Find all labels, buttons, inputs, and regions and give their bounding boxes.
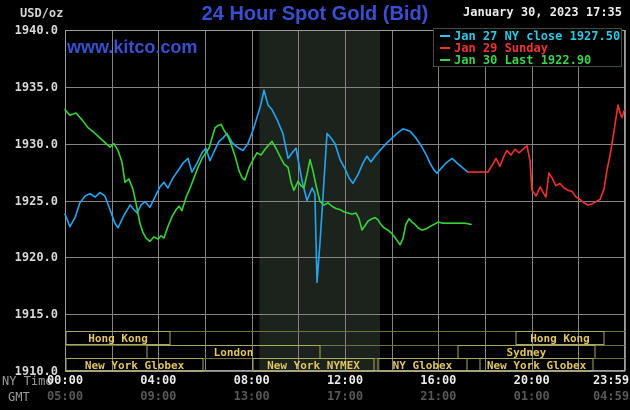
legend-item-label: Jan 30 Last 1922.90 [454, 53, 592, 67]
session-box-hong-kong [65, 331, 171, 346]
datetime-label: January 30, 2023 17:35 [463, 5, 622, 19]
x-tick-gmt: 13:00 [233, 389, 270, 403]
legend-dash-icon [440, 35, 450, 37]
y-tick-label: 1915.0 [14, 307, 58, 322]
x-tick-gmt: 21:00 [420, 389, 457, 403]
session-label: New York Globex [85, 359, 185, 372]
y-tick-label: 1910.0 [14, 364, 58, 378]
x-tick-ny-time: 12:00 [326, 373, 364, 387]
y-axis-unit-label: USD/oz [20, 6, 64, 20]
chart-legend: Jan 27 NY close 1927.50 Jan 29 Sunday Ja… [433, 28, 622, 67]
y-tick-label: 1940.0 [14, 23, 58, 37]
plot-border [65, 30, 625, 371]
legend-dash-icon [440, 59, 450, 61]
session-label: Sydney [507, 346, 547, 359]
session-box-new-york-nymex [252, 358, 375, 373]
legend-item-label: Jan 29 Sunday [454, 41, 548, 55]
price-series-jan-27-ny-close-1927.50 [64, 89, 469, 284]
x-tick-ny-time: 16:00 [420, 373, 457, 387]
x-tick-ny-time: 04:00 [140, 373, 177, 387]
session-box-hong-kong [515, 331, 605, 346]
legend-item-jan27: Jan 27 NY close 1927.50 [440, 30, 621, 42]
page-title: 24 Hour Spot Gold (Bid) [201, 3, 429, 25]
session-box-empty [466, 358, 481, 373]
x-tick-gmt: 05:00 [46, 389, 84, 403]
gmt-axis-label: GMT [8, 390, 30, 404]
y-tick-label: 1930.0 [14, 136, 58, 151]
x-tick-ny-time: 23:59 [592, 373, 630, 387]
x-tick-ny-time: 00:00 [46, 373, 84, 387]
legend-dash-icon [440, 47, 450, 49]
price-series-jan-30-last-1922.90 [64, 108, 472, 246]
session-box-new-york-globex [65, 358, 204, 373]
session-box-new-york-globex [479, 358, 594, 373]
kitco-watermark: www.kitco.com [67, 37, 198, 57]
session-label: London [214, 346, 254, 359]
legend-item-label: Jan 27 NY close 1927.50 [454, 29, 621, 43]
session-label: Hong Kong [530, 332, 590, 345]
price-series-jan-29-sunday [467, 104, 625, 206]
legend-item-jan30: Jan 30 Last 1922.90 [440, 54, 621, 66]
ny-time-axis-label: NY Time [2, 374, 53, 388]
session-label: New York Globex [487, 359, 587, 372]
y-tick-label: 1920.0 [14, 250, 58, 265]
session-label: New York NYMEX [267, 359, 360, 372]
x-tick-ny-time: 08:00 [233, 373, 270, 387]
x-tick-gmt: 17:00 [326, 389, 364, 403]
legend-item-jan29: Jan 29 Sunday [440, 42, 621, 54]
x-tick-gmt: 04:59 [592, 389, 630, 403]
x-tick-gmt: 09:00 [140, 389, 177, 403]
y-tick-label: 1925.0 [14, 193, 58, 208]
session-label: Hong Kong [88, 332, 148, 345]
y-tick-label: 1935.0 [14, 79, 58, 94]
x-tick-ny-time: 20:00 [513, 373, 550, 387]
session-label: NY Globex [393, 359, 453, 372]
x-tick-gmt: 01:00 [513, 389, 550, 403]
